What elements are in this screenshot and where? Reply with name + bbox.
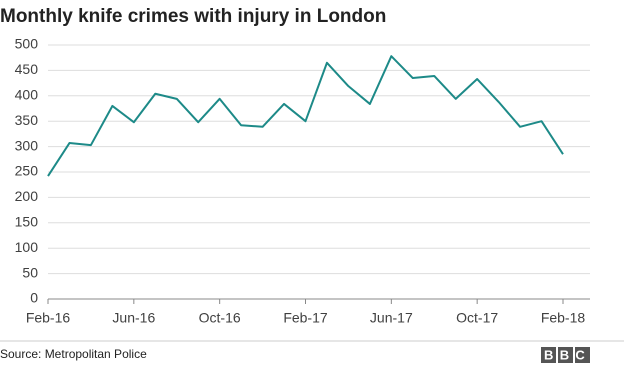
y-tick-label: 250 — [15, 163, 39, 179]
y-tick-label: 400 — [15, 87, 39, 103]
y-tick-label: 300 — [15, 137, 39, 153]
x-tick-label: Feb-18 — [541, 310, 586, 326]
y-tick-label: 200 — [15, 188, 39, 204]
x-tick-label: Jun-16 — [112, 310, 155, 326]
logo: BBC — [541, 347, 591, 363]
logo-box — [541, 347, 556, 363]
y-tick-label: 100 — [15, 239, 39, 255]
y-tick-label: 150 — [15, 214, 39, 230]
y-tick-label: 500 — [15, 36, 39, 52]
x-tick-label: Oct-16 — [199, 310, 241, 326]
y-tick-label: 0 — [30, 290, 38, 306]
source: Source: Metropolitan Police — [0, 347, 147, 361]
x-tick-label: Oct-17 — [456, 310, 498, 326]
logo-text: BBC — [544, 347, 591, 362]
logo-box — [575, 347, 590, 363]
x-tick-label: Jun-17 — [370, 310, 413, 326]
chart-title: Monthly knife crimes with injury in Lond… — [0, 6, 386, 27]
y-tick-label: 350 — [15, 112, 39, 128]
y-tick-label: 50 — [22, 264, 38, 280]
x-tick-label: Feb-17 — [283, 310, 328, 326]
logo-box — [558, 347, 573, 363]
line — [47, 55, 564, 177]
x-tick-label: Feb-16 — [26, 310, 71, 326]
y-tick-label: 450 — [15, 61, 39, 77]
